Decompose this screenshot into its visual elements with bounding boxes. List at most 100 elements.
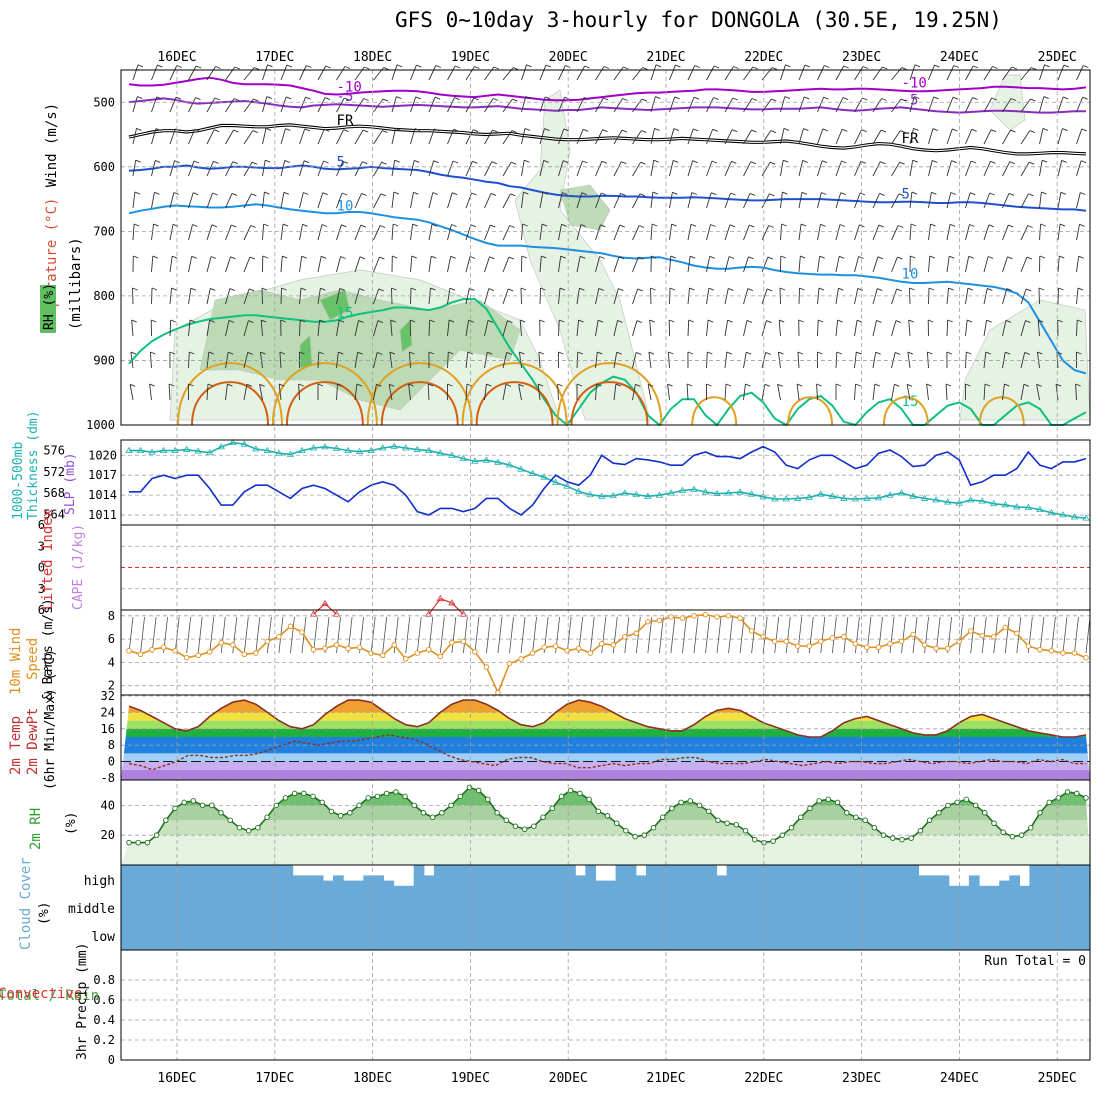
wind-barb (389, 352, 393, 369)
wind-barb-flag (710, 224, 716, 227)
wind-barb (854, 383, 856, 401)
rh-line-point (604, 813, 611, 819)
wind-barb (206, 256, 212, 273)
temp-tick-label: 8 (108, 738, 115, 752)
wind-barb (447, 65, 456, 81)
wind-barb-flag (623, 66, 629, 70)
wind-barb (983, 320, 988, 337)
wind-barb (299, 192, 304, 209)
wind-barb-flag (302, 223, 308, 227)
wind-barb-flag (249, 256, 256, 260)
thickness-line-point (817, 490, 825, 497)
wind-barb (354, 66, 365, 81)
warm-contour (191, 381, 269, 426)
wind-barb-flag (263, 223, 269, 227)
wind-speed-line-point (887, 641, 893, 647)
wind-barb (225, 320, 230, 337)
cloud-high-bar (292, 875, 304, 893)
wind-barb-flag (879, 192, 885, 196)
wind-barb (465, 192, 473, 209)
rh-line-point (613, 820, 620, 826)
wind-barb-flag (835, 383, 842, 387)
cloud-high-bar (252, 865, 263, 893)
wind-barb-flag (1075, 383, 1081, 387)
wind-barb (774, 616, 780, 654)
top-date-label: 16DEC (157, 50, 196, 65)
wind-barb-flag (899, 161, 905, 165)
wind-barb (410, 256, 413, 273)
wind-barb-flag (747, 288, 753, 292)
cloud-high-bar (575, 875, 586, 893)
wind-barb (965, 320, 968, 337)
wind-barb (891, 193, 900, 209)
wind-barb (965, 192, 971, 209)
wind-barb (373, 193, 382, 209)
wind-barb (1057, 256, 1060, 273)
wind-barb (354, 352, 359, 369)
wind-barb-flag (129, 383, 136, 387)
wind-barb (484, 98, 494, 113)
wind-barb-flag (412, 223, 418, 227)
thickness-line-point (125, 446, 133, 454)
wind-barb (576, 160, 583, 177)
wind-barb-flag (557, 383, 563, 387)
wind-barb (428, 224, 433, 241)
wind-barb-flag (691, 192, 697, 195)
wind-barb (447, 129, 455, 145)
wind-barb-flag (839, 224, 846, 227)
wind-barb (484, 129, 493, 145)
wind-barb-flag (251, 193, 257, 197)
wind-barb (151, 96, 158, 113)
thickness-line-point (909, 492, 917, 499)
cloud-high-bar (666, 865, 677, 893)
rh-line-point (485, 796, 491, 803)
wind-barb (658, 616, 664, 654)
wind-barb-flag (133, 223, 140, 227)
wind-barb (1057, 160, 1063, 177)
rh-line-point (337, 813, 344, 819)
wind-barb (558, 192, 563, 209)
wind-barb (521, 223, 524, 241)
wind-barb-flag (337, 383, 343, 387)
temp-contour-label: -5 (337, 89, 354, 105)
wind-barb-flag (286, 64, 293, 68)
temp-contour (128, 76, 1087, 102)
wind-barb-flag (771, 98, 777, 102)
wind-barb-flag (1077, 287, 1084, 291)
left-tick-label: 564 (43, 507, 65, 521)
wind-barb-flag (714, 65, 720, 69)
wind-barb (299, 97, 307, 113)
wind-barb (743, 98, 753, 113)
wind-barb (909, 64, 916, 81)
wind-barb-flag (173, 192, 179, 195)
slp-line (129, 445, 1087, 516)
wind-barb-flag (709, 255, 715, 259)
wind-barb (854, 224, 860, 241)
wind-speed-line-point (206, 649, 213, 655)
wind-barb-flag (189, 351, 195, 355)
wind-barb (465, 161, 473, 177)
wind-barb (909, 287, 911, 305)
wind-barb (169, 192, 175, 209)
wind-barb-flag (251, 161, 258, 165)
cloud-high-bar (1039, 865, 1051, 893)
wind-barb-flag (876, 319, 882, 323)
wind-barb-flag (745, 383, 751, 387)
side-label-wind-3: & Barbs (m/s) (41, 598, 56, 700)
thickness-line-point (886, 491, 894, 498)
wind-barb (1002, 66, 1013, 81)
wind-barb-flag (987, 256, 994, 259)
wind-barb (724, 97, 734, 113)
wind-speed-line-point (702, 611, 709, 618)
cloud-high-bar (272, 865, 284, 893)
wind-barb-flag (393, 191, 400, 195)
temp-band (121, 712, 1090, 721)
wind-barb-flag (1077, 319, 1083, 323)
rh-blob (514, 89, 651, 421)
wind-speed-line-point (794, 643, 801, 649)
wind-barb (521, 128, 526, 145)
wind-barb-flag (576, 383, 583, 387)
wind-barb-flag (766, 320, 772, 324)
bottom-date-label: 24DEC (940, 1071, 979, 1086)
cloud-high-bar (121, 865, 132, 893)
